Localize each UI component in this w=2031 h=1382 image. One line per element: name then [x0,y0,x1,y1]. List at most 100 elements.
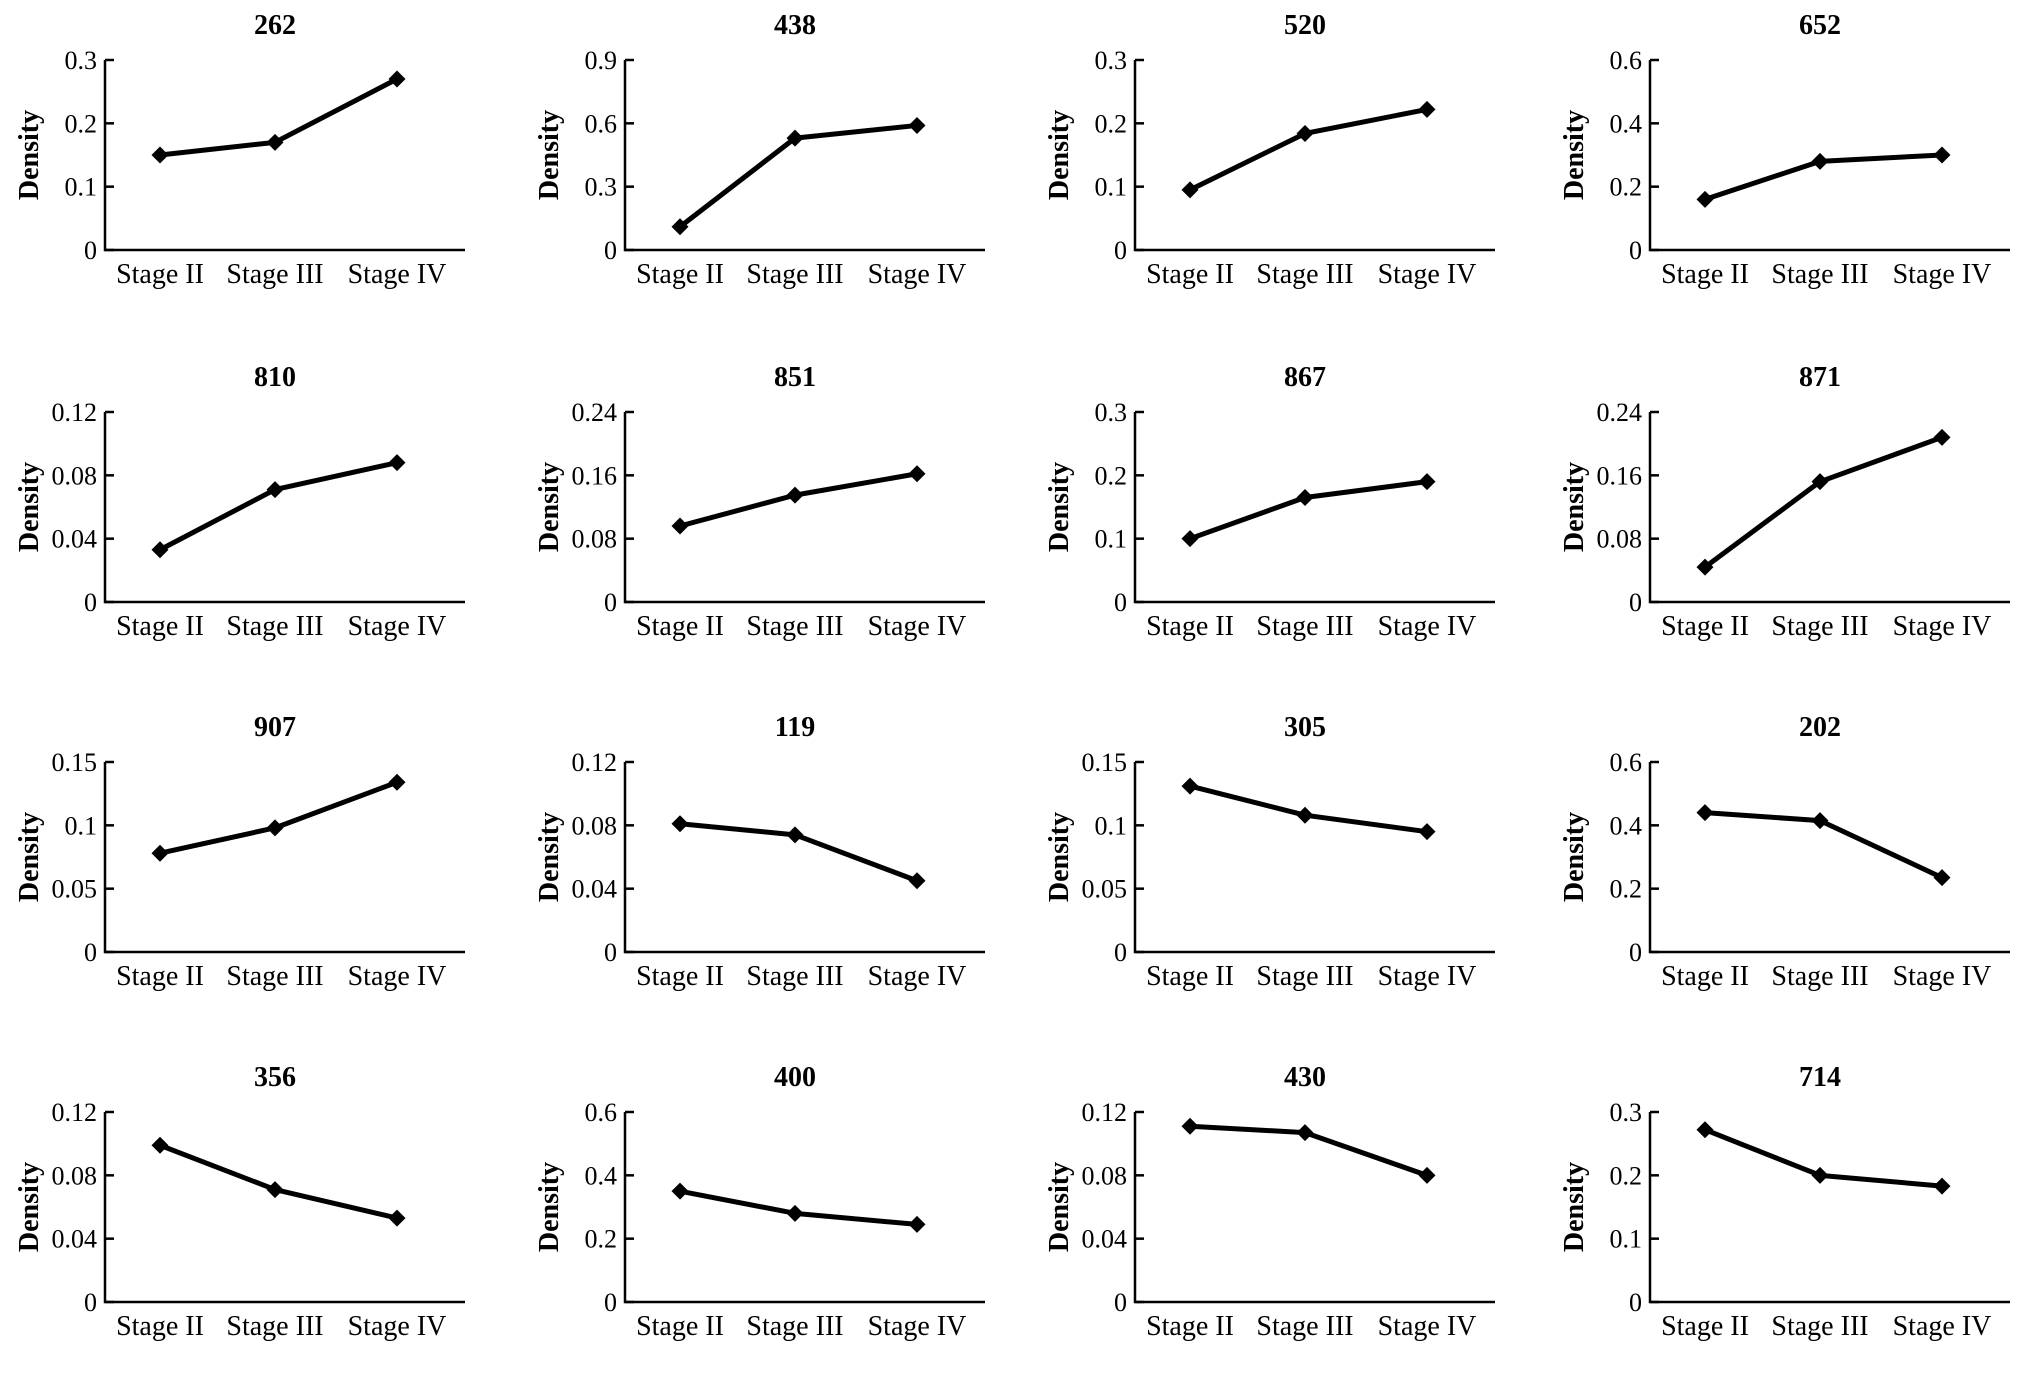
chart-title: 430 [1284,1062,1326,1093]
y-tick-label: 0.4 [1610,811,1643,840]
y-tick-label: 0.3 [65,46,98,75]
data-point-marker [1181,181,1199,199]
x-tick-label: Stage III [1771,611,1868,642]
y-tick-label: 0.1 [1095,811,1128,840]
x-tick-label: Stage IV [1378,1311,1477,1342]
x-tick-label: Stage IV [868,1311,967,1342]
y-tick-label: 0 [1629,1288,1642,1317]
chart-title: 202 [1799,712,1841,743]
y-tick-label: 0.1 [1610,1225,1643,1254]
chart-panel: 871 Density 0 0.08 0.16 0.24 Stage II Stage III… [1545,352,2031,682]
y-axis-label: Density [1044,812,1075,902]
data-point-marker [786,129,804,147]
chart-svg: 714 Density 0 0.1 0.2 0.3 Stage II Stage III Sta… [1559,1062,2010,1342]
x-tick-label: Stage II [636,259,724,290]
axes [1648,1112,2010,1304]
data-point-marker [388,773,406,791]
y-tick-label: 0 [604,236,617,265]
x-tick-label: Stage IV [348,611,447,642]
y-tick-label: 0.08 [52,1161,98,1190]
chart-panel: 810 Density 0 0.04 0.08 0.12 Stage II Stage III… [0,352,500,682]
data-point-marker [266,133,284,151]
y-axis-label: Density [14,1162,45,1252]
x-tick-label: Stage II [1146,961,1234,992]
axes [623,762,985,954]
chart-svg: 907 Density 0 0.05 0.1 0.15 Stage II Stage III S… [14,712,465,992]
x-tick-label: Stage IV [348,961,447,992]
chart-panel: 430 Density 0 0.04 0.08 0.12 Stage II Stage III… [1030,1052,1530,1382]
data-point-marker [671,1182,689,1200]
x-tick-label: Stage III [1256,961,1353,992]
chart-panel: 262 Density 0 0.1 0.2 0.3 Stage II Stage III Sta… [0,0,500,330]
y-tick-label: 0.08 [1597,525,1643,554]
x-tick-label: Stage III [226,611,323,642]
chart-svg: 652 Density 0 0.2 0.4 0.6 Stage II Stage III Sta… [1559,10,2010,290]
y-tick-label: 0.12 [52,1098,98,1127]
y-axis-label: Density [14,462,45,552]
y-tick-label: 0.2 [1095,109,1128,138]
x-tick-label: Stage III [226,1311,323,1342]
data-point-marker [786,1204,804,1222]
y-tick-label: 0.05 [1082,875,1128,904]
series-line [1188,106,1428,193]
y-tick-label: 0.2 [65,109,98,138]
y-tick-label: 0.2 [1610,875,1643,904]
axes [623,1112,985,1304]
y-tick-label: 0.08 [572,525,618,554]
chart-panel: 438 Density 0 0.3 0.6 0.9 Stage II Stage III Sta… [520,0,1020,330]
chart-svg: 119 Density 0 0.04 0.08 0.12 Stage II Stage III… [534,712,985,992]
chart-title: 438 [774,10,816,41]
y-tick-label: 0.24 [1597,398,1643,427]
x-tick-label: Stage III [1256,611,1353,642]
data-point-marker [671,517,689,535]
x-tick-label: Stage IV [868,611,967,642]
chart-title: 851 [774,362,816,393]
y-tick-label: 0.6 [1610,46,1643,75]
chart-svg: 810 Density 0 0.04 0.08 0.12 Stage II Stage III… [14,362,465,642]
y-tick-label: 0.08 [52,461,98,490]
y-axis-label: Density [534,812,565,902]
x-tick-label: Stage II [1146,1311,1234,1342]
chart-title: 305 [1284,712,1326,743]
y-tick-label: 0.04 [572,875,618,904]
chart-panel: 305 Density 0 0.05 0.1 0.15 Stage II Stage III S… [1030,702,1530,1032]
y-tick-label: 0.04 [52,525,98,554]
chart-panel: 714 Density 0 0.1 0.2 0.3 Stage II Stage III Sta… [1545,1052,2031,1382]
x-tick-label: Stage II [1146,259,1234,290]
x-tick-label: Stage II [1661,1311,1749,1342]
chart-svg: 851 Density 0 0.08 0.16 0.24 Stage II Stage III… [534,362,985,642]
chart-title: 652 [1799,10,1841,41]
y-axis-label: Density [1044,462,1075,552]
y-tick-label: 0.3 [585,173,618,202]
chart-panel: 652 Density 0 0.2 0.4 0.6 Stage II Stage III Sta… [1545,0,2031,330]
y-tick-label: 0 [604,588,617,617]
chart-title: 810 [254,362,296,393]
x-tick-label: Stage III [1771,259,1868,290]
chart-svg: 520 Density 0 0.1 0.2 0.3 Stage II Stage III Sta… [1044,10,1495,290]
data-point-marker [151,541,169,559]
y-tick-label: 0.04 [52,1225,98,1254]
chart-svg: 430 Density 0 0.04 0.08 0.12 Stage II Stage III… [1044,1062,1495,1342]
data-point-marker [1933,1177,1951,1195]
y-tick-label: 0 [604,938,617,967]
data-point-marker [1418,823,1436,841]
y-tick-label: 0.2 [1095,461,1128,490]
data-point-marker [1811,812,1829,830]
x-tick-label: Stage IV [1893,611,1992,642]
y-tick-label: 0.08 [572,811,618,840]
y-tick-label: 0.1 [65,173,98,202]
x-tick-label: Stage III [746,1311,843,1342]
x-tick-label: Stage III [1771,961,1868,992]
y-axis-label: Density [1559,812,1590,902]
y-tick-label: 0.2 [1610,173,1643,202]
y-axis-label: Density [534,110,565,200]
chart-svg: 867 Density 0 0.1 0.2 0.3 Stage II Stage III Sta… [1044,362,1495,642]
data-point-marker [1811,473,1829,491]
data-point-marker [388,70,406,88]
x-tick-label: Stage III [1256,1311,1353,1342]
y-tick-label: 0.9 [585,46,618,75]
chart-title: 400 [774,1062,816,1093]
x-tick-label: Stage III [1256,259,1353,290]
y-tick-label: 0.1 [65,811,98,840]
y-tick-label: 0 [84,1288,97,1317]
